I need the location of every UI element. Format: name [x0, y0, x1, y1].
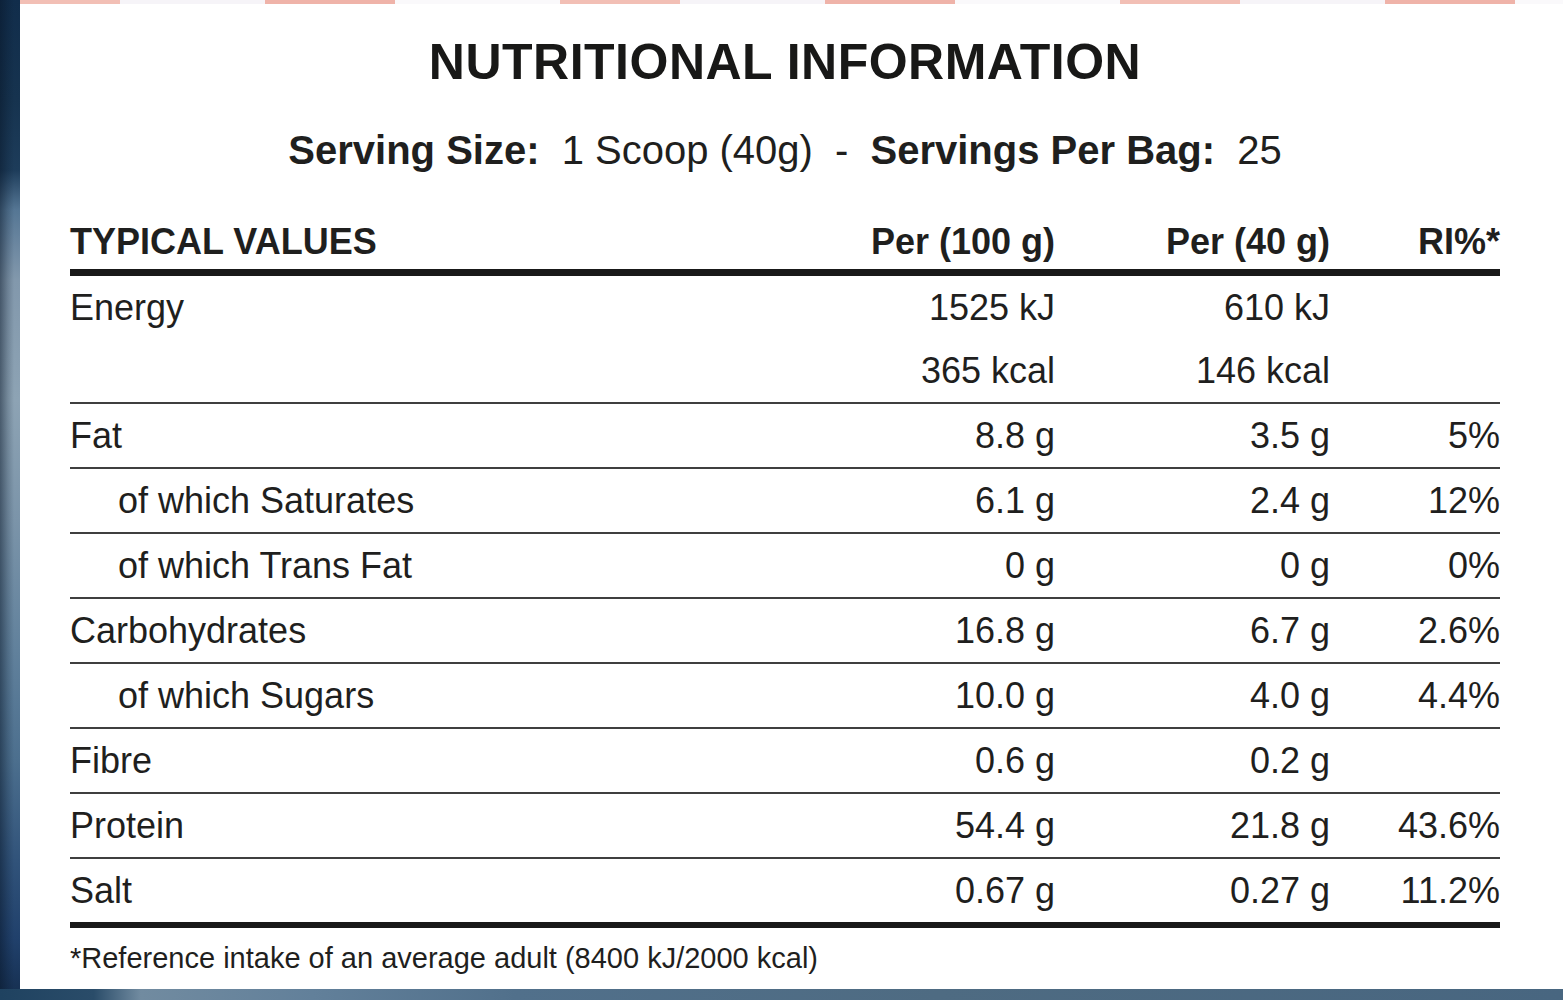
- value-per-40g: 0.27 g: [1055, 870, 1330, 912]
- nutrition-table: TYPICAL VALUES Per (100 g) Per (40 g) RI…: [70, 200, 1500, 928]
- bag-right-edge: [1559, 0, 1563, 1000]
- value-per-40g: 6.7 g: [1055, 610, 1330, 652]
- value-per-40g: 146 kcal: [1055, 350, 1330, 392]
- nutrient-name: of which Sugars: [70, 675, 770, 717]
- header-per-100g: Per (100 g): [770, 221, 1055, 263]
- table-row-salt: Salt 0.67 g 0.27 g 11.2%: [70, 859, 1500, 928]
- serving-separator: -: [835, 126, 848, 174]
- nutrient-name: Protein: [70, 805, 770, 847]
- value-per-100g: 16.8 g: [770, 610, 1055, 652]
- nutrient-name: Fibre: [70, 740, 770, 782]
- value-ri-percent: 12%: [1330, 480, 1500, 522]
- table-row-saturates: of which Saturates 6.1 g 2.4 g 12%: [70, 469, 1500, 534]
- value-per-40g: 4.0 g: [1055, 675, 1330, 717]
- nutrient-name: of which Trans Fat: [70, 545, 770, 587]
- bag-left-edge: [0, 0, 20, 1000]
- value-per-100g: 1525 kJ: [770, 287, 1055, 329]
- serving-info: Serving Size: 1 Scoop (40g) - Servings P…: [70, 126, 1500, 174]
- value-per-100g: 10.0 g: [770, 675, 1055, 717]
- value-ri-percent: 0%: [1330, 545, 1500, 587]
- serving-size-value: 1 Scoop (40g): [562, 126, 813, 174]
- value-per-100g: 0.67 g: [770, 870, 1055, 912]
- header-typical-values: TYPICAL VALUES: [70, 221, 770, 263]
- nutrient-name: Salt: [70, 870, 770, 912]
- value-per-40g: 610 kJ: [1055, 287, 1330, 329]
- nutrient-name: of which Saturates: [70, 480, 770, 522]
- reference-intake-footnote: *Reference intake of an average adult (8…: [70, 940, 1500, 976]
- servings-per-bag-value: 25: [1237, 126, 1282, 174]
- table-row-sugars: of which Sugars 10.0 g 4.0 g 4.4%: [70, 664, 1500, 729]
- table-row-trans-fat: of which Trans Fat 0 g 0 g 0%: [70, 534, 1500, 599]
- panel-title: NUTRITIONAL INFORMATION: [70, 34, 1500, 90]
- value-ri-percent: 11.2%: [1330, 870, 1500, 912]
- table-row-fat: Fat 8.8 g 3.5 g 5%: [70, 404, 1500, 469]
- value-ri-percent: 4.4%: [1330, 675, 1500, 717]
- header-per-40g: Per (40 g): [1055, 221, 1330, 263]
- value-ri-percent: 43.6%: [1330, 805, 1500, 847]
- table-row-fibre: Fibre 0.6 g 0.2 g: [70, 729, 1500, 794]
- value-per-40g: 0 g: [1055, 545, 1330, 587]
- table-header-row: TYPICAL VALUES Per (100 g) Per (40 g) RI…: [70, 200, 1500, 276]
- table-row-energy-kcal: 365 kcal 146 kcal: [70, 339, 1500, 404]
- nutrient-name: Energy: [70, 287, 770, 329]
- table-row-protein: Protein 54.4 g 21.8 g 43.6%: [70, 794, 1500, 859]
- value-per-100g: 0.6 g: [770, 740, 1055, 782]
- table-row-carbohydrates: Carbohydrates 16.8 g 6.7 g 2.6%: [70, 599, 1500, 664]
- nutrient-name: Carbohydrates: [70, 610, 770, 652]
- nutrition-panel: NUTRITIONAL INFORMATION Serving Size: 1 …: [20, 4, 1559, 989]
- servings-per-bag-label: Servings Per Bag:: [870, 126, 1215, 174]
- value-per-100g: 0 g: [770, 545, 1055, 587]
- value-per-40g: 21.8 g: [1055, 805, 1330, 847]
- value-per-100g: 54.4 g: [770, 805, 1055, 847]
- value-per-100g: 8.8 g: [770, 415, 1055, 457]
- serving-size-label: Serving Size:: [288, 126, 539, 174]
- nutrient-name: Fat: [70, 415, 770, 457]
- value-per-100g: 365 kcal: [770, 350, 1055, 392]
- value-per-40g: 3.5 g: [1055, 415, 1330, 457]
- value-per-100g: 6.1 g: [770, 480, 1055, 522]
- header-ri-percent: RI%*: [1330, 221, 1500, 263]
- value-ri-percent: 2.6%: [1330, 610, 1500, 652]
- value-ri-percent: 5%: [1330, 415, 1500, 457]
- table-row-energy-kj: Energy 1525 kJ 610 kJ: [70, 276, 1500, 339]
- value-per-40g: 0.2 g: [1055, 740, 1330, 782]
- bag-bottom-edge: [0, 989, 1563, 1000]
- product-bag-label: NUTRITIONAL INFORMATION Serving Size: 1 …: [0, 0, 1563, 1000]
- value-per-40g: 2.4 g: [1055, 480, 1330, 522]
